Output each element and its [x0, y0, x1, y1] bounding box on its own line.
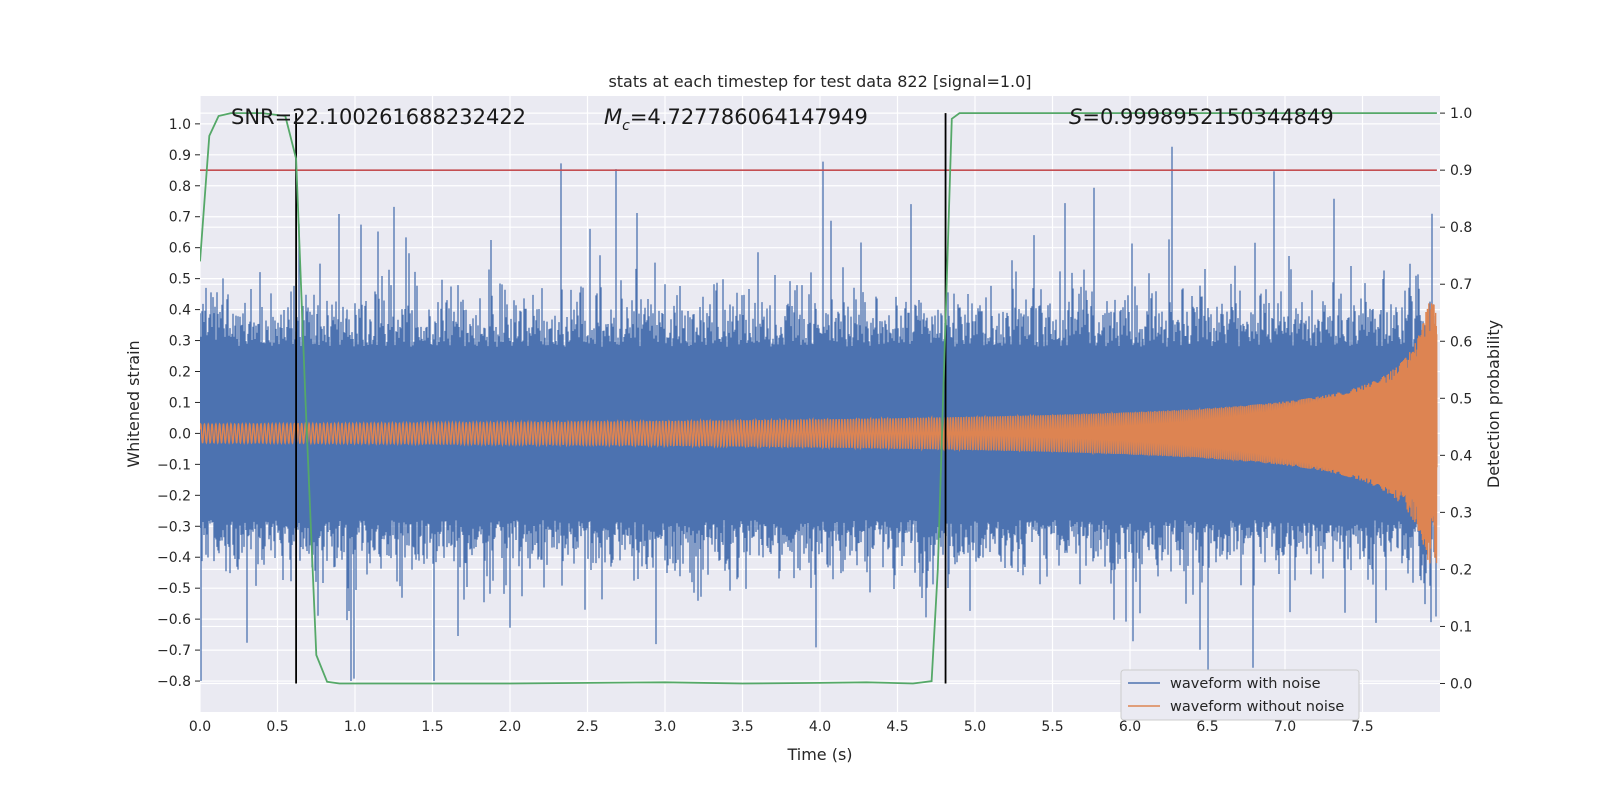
x-tick-label-9: 4.5 [886, 719, 908, 735]
x-tick-label-5: 2.5 [576, 719, 598, 735]
y2-tick-label-7: 0.3 [1450, 505, 1472, 521]
x-axis-ticks: 0.0 0.5 1.0 1.5 2.0 2.5 3.0 3.5 4.0 4.5 5.0 5.5 6.0 6… [189, 719, 1374, 735]
y-axis-label: Whitened strain [124, 340, 143, 467]
y2-tick-label-6: 0.4 [1450, 448, 1472, 464]
y-tick-label-15: −0.5 [157, 581, 191, 597]
legend: waveform with noise waveform without noi… [1120, 669, 1360, 721]
s-symbol: S [1069, 105, 1082, 129]
y-tick-label-4: 0.6 [169, 241, 191, 257]
y-tick-label-3: 0.7 [169, 210, 191, 226]
x-tick-label-8: 4.0 [809, 719, 831, 735]
y-tick-label-18: −0.8 [157, 674, 191, 690]
y-tick-label-14: −0.4 [157, 550, 191, 566]
y2-tick-label-3: 0.7 [1450, 277, 1472, 293]
chirp-mass-annotation: Mc=4.727786064147949 [604, 105, 868, 134]
s-annotation: S=0.9998952150344849 [1069, 105, 1334, 129]
annotations: SNR=22.100261688232422 Mc=4.727786064147… [231, 105, 1334, 134]
y-tick-label-10: 0.0 [169, 426, 191, 442]
y-tick-label-2: 0.8 [169, 179, 191, 195]
x-tick-label-4: 2.0 [499, 719, 521, 735]
line-waveform-without-noise [200, 303, 1438, 564]
x-tick-label-2: 1.0 [344, 719, 366, 735]
y-axis-left-ticks: 1.0 0.9 0.8 0.7 0.6 0.5 0.4 0.3 0.2 0.1 0.0 −0.1 −0.… [157, 117, 200, 690]
snr-annotation: SNR=22.100261688232422 [231, 105, 526, 129]
x-tick-label-11: 5.5 [1041, 719, 1063, 735]
y-tick-label-17: −0.7 [157, 643, 191, 659]
y2-tick-label-0: 1.0 [1450, 106, 1472, 122]
x-tick-label-15: 7.5 [1351, 719, 1373, 735]
y-tick-label-5: 0.5 [169, 272, 191, 288]
y2-tick-label-2: 0.8 [1450, 220, 1472, 236]
y-axis-right-label: Detection probability [1484, 320, 1503, 488]
x-tick-label-0: 0.0 [189, 719, 211, 735]
x-tick-label-6: 3.0 [654, 719, 676, 735]
chart-title: stats at each timestep for test data 822… [608, 72, 1031, 91]
y2-tick-label-1: 0.9 [1450, 163, 1472, 179]
y-tick-label-12: −0.2 [157, 488, 191, 504]
x-tick-label-7: 3.5 [731, 719, 753, 735]
y2-tick-label-4: 0.6 [1450, 334, 1472, 350]
series-waveform-without-noise [200, 303, 1438, 564]
chirp-mass-subscript: c [622, 118, 630, 134]
y-tick-label-16: −0.6 [157, 612, 191, 628]
x-axis-label: Time (s) [786, 745, 852, 764]
y-tick-label-6: 0.4 [169, 303, 191, 319]
x-tick-label-1: 0.5 [266, 719, 288, 735]
x-tick-label-14: 7.0 [1274, 719, 1296, 735]
y2-tick-label-8: 0.2 [1450, 562, 1472, 578]
s-value: =0.9998952150344849 [1082, 105, 1333, 129]
y-axis-right-ticks: 1.0 0.9 0.8 0.7 0.6 0.5 0.4 0.3 0.2 0.1 0.0 [1440, 106, 1472, 692]
y-tick-label-1: 0.9 [169, 148, 191, 164]
x-tick-label-10: 5.0 [964, 719, 986, 735]
x-tick-label-3: 1.5 [421, 719, 443, 735]
chirp-mass-value: =4.727786064147949 [630, 105, 868, 129]
y-tick-label-7: 0.3 [169, 334, 191, 350]
chirp-mass-symbol: M [604, 105, 622, 129]
legend-box [1120, 669, 1360, 721]
y-tick-label-9: 0.1 [169, 395, 191, 411]
x-tick-label-13: 6.5 [1196, 719, 1218, 735]
y2-tick-label-9: 0.1 [1450, 619, 1472, 635]
legend-label-clean: waveform without noise [1170, 699, 1344, 715]
y-tick-label-8: 0.2 [169, 364, 191, 380]
legend-label-noise: waveform with noise [1170, 676, 1321, 692]
vertical-markers [295, 113, 947, 684]
y-tick-label-11: −0.1 [157, 457, 191, 473]
x-tick-label-12: 6.0 [1119, 719, 1141, 735]
y2-tick-label-5: 0.5 [1450, 391, 1472, 407]
y2-tick-label-10: 0.0 [1450, 676, 1472, 692]
line-detection-probability [200, 112, 1437, 685]
y-tick-label-0: 1.0 [169, 117, 191, 133]
series-detection-probability [200, 112, 1437, 685]
y-tick-label-13: −0.3 [157, 519, 191, 535]
